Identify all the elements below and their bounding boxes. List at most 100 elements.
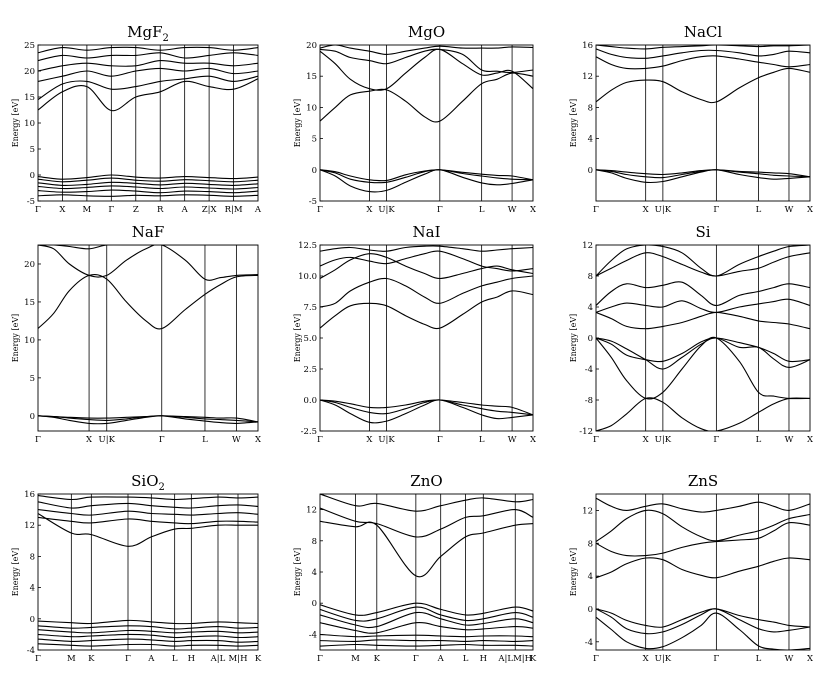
band-line: [596, 45, 810, 50]
bands: [38, 495, 258, 647]
band-line: [320, 45, 533, 55]
y-tick-label: 0: [588, 334, 593, 344]
band-line: [320, 48, 533, 91]
x-tick-label: W: [785, 654, 794, 664]
x-tick-label: X: [807, 435, 814, 445]
x-tick-label: L: [479, 205, 485, 215]
y-tick-label: 0: [30, 615, 35, 625]
y-tick-label: 20: [24, 260, 35, 270]
x-tick-label: U|K: [655, 435, 672, 445]
y-tick-label: 8: [588, 103, 593, 113]
y-tick-label: 0: [588, 166, 593, 176]
y-tick-label: 4: [312, 568, 317, 578]
x-tick-label: W: [785, 435, 794, 445]
x-tick-label: Γ: [35, 654, 41, 664]
band-panel-2: MgO -5 0 5 10 15 20 Γ X U|K Γ L W X Energy [eV]: [293, 23, 537, 215]
x-tick-label: X: [807, 654, 814, 664]
band-line: [596, 337, 810, 370]
y-tick-label: 0: [30, 171, 35, 181]
x-tick-label: X: [366, 205, 373, 215]
panel-title: ZnS: [688, 472, 718, 490]
band-line: [38, 189, 258, 194]
x-tick-label: A: [437, 654, 445, 664]
band-line: [320, 520, 533, 578]
x-tick-label: Γ: [593, 435, 599, 445]
y-tick-label: 8: [588, 272, 593, 282]
band-line: [596, 557, 810, 579]
band-line: [320, 606, 533, 622]
y-tick-label: 12: [24, 521, 35, 531]
y-tick-label: 10: [306, 103, 317, 113]
band-line: [38, 177, 258, 183]
y-axis-label: Energy [eV]: [11, 548, 20, 597]
y-axis-label: Energy [eV]: [569, 314, 578, 363]
panel-title: NaI: [413, 223, 441, 241]
y-tick-label: -4: [309, 630, 317, 640]
y-tick-label: -4: [585, 365, 593, 375]
x-tick-label: Γ: [159, 435, 165, 445]
band-line: [38, 495, 258, 501]
y-tick-label: 4: [30, 584, 35, 594]
band-panel-9: ZnS -4 0 4 8 12 Γ X U|K Γ L W X Energy [eV]: [569, 472, 814, 664]
band-line: [38, 509, 258, 516]
y-tick-label: 5: [30, 374, 35, 384]
band-line: [38, 46, 258, 54]
x-tick-label: Γ: [108, 205, 114, 215]
panel-title: MgO: [408, 23, 445, 41]
x-tick-label: M: [351, 654, 360, 664]
band-panel-5: NaI -2.5 0.0 2.5 5.0 7.5 10.0 12.5 Γ X U|K Γ L W X Ener…: [293, 223, 537, 445]
y-tick-label: 25: [24, 41, 35, 51]
band-line: [38, 629, 258, 634]
x-tick-label: L: [202, 435, 208, 445]
x-tick-label: X: [530, 205, 537, 215]
x-tick-label: U|K: [655, 205, 672, 215]
panel-title: SiO2: [131, 472, 165, 493]
x-tick-label: L: [756, 205, 762, 215]
band-line: [38, 245, 258, 250]
x-tick-label: Γ: [593, 205, 599, 215]
x-tick-label: A: [147, 654, 155, 664]
band-line: [38, 194, 258, 197]
y-tick-label: -4: [27, 646, 35, 656]
band-line: [38, 60, 258, 72]
y-tick-label: 5.0: [303, 334, 317, 344]
x-tick-label: U|K: [378, 435, 395, 445]
band-line: [38, 638, 258, 643]
x-tick-label: Γ: [437, 205, 443, 215]
x-tick-label: L: [172, 654, 178, 664]
band-line: [596, 55, 810, 70]
band-line: [38, 181, 258, 187]
x-tick-label: Γ: [413, 654, 419, 664]
x-tick-label: K: [255, 654, 262, 664]
y-axis-label: Energy [eV]: [293, 99, 302, 148]
y-axis-label: Energy [eV]: [11, 314, 20, 363]
y-tick-label: -2.5: [301, 427, 317, 437]
band-line: [38, 501, 258, 509]
band-panel-6: Si -12 -8 -4 0 4 8 12 Γ X U|K Γ L W X Energy [eV]: [569, 223, 814, 445]
x-tick-label: A: [181, 205, 189, 215]
x-tick-label: Γ: [35, 435, 41, 445]
band-line: [320, 169, 533, 184]
bands: [596, 497, 810, 650]
x-tick-label: Γ: [317, 205, 323, 215]
band-line: [38, 174, 258, 180]
y-tick-label: 2.5: [303, 365, 317, 375]
axes-frame: [319, 493, 534, 651]
band-line: [38, 619, 258, 625]
x-tick-label: K: [530, 654, 537, 664]
x-tick-label: M: [83, 205, 92, 215]
axes-frame: [37, 244, 259, 432]
band-line: [320, 643, 533, 647]
band-line: [320, 633, 533, 638]
band-line: [596, 521, 810, 557]
band-line: [596, 497, 810, 513]
band-line: [320, 621, 533, 634]
band-line: [320, 399, 533, 416]
y-tick-label: 0: [312, 166, 317, 176]
y-tick-label: 15: [24, 298, 35, 308]
band-line: [38, 75, 258, 101]
band-line: [320, 48, 533, 74]
bands: [596, 45, 810, 184]
band-line: [596, 169, 810, 178]
